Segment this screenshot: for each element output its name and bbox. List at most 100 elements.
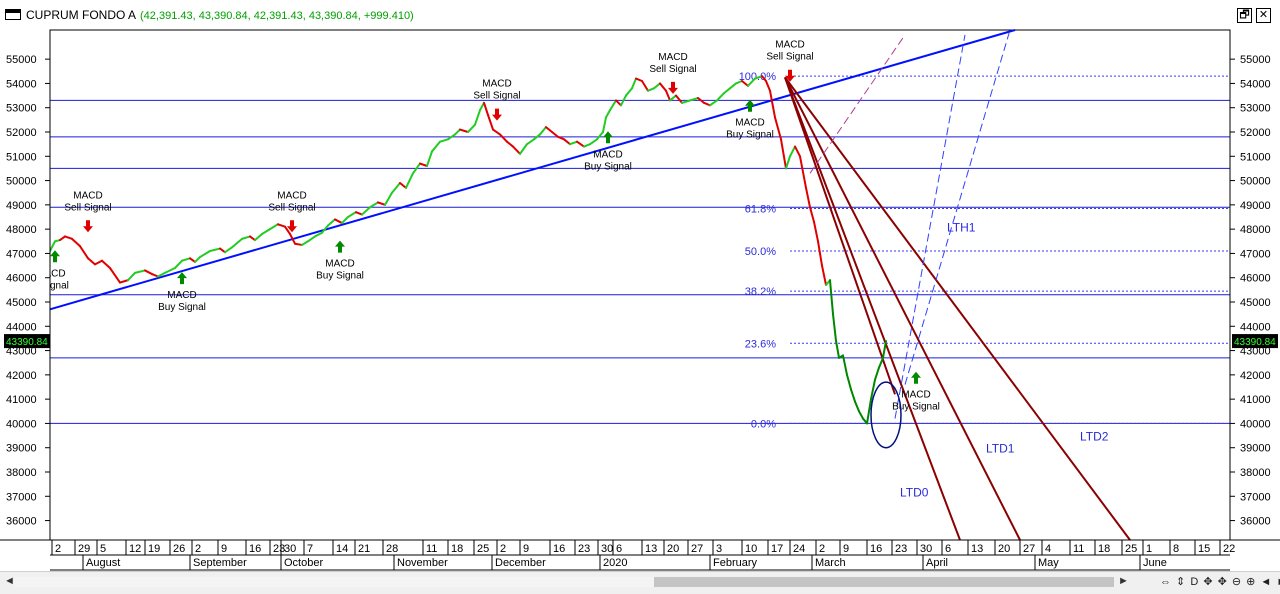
price-segment <box>631 77 637 90</box>
x-tick-label: 12 <box>129 543 141 555</box>
signal-label: Sell Signal <box>64 202 111 213</box>
price-segment <box>709 99 718 107</box>
price-segment <box>119 279 129 284</box>
trend-line <box>784 76 1131 541</box>
price-segment <box>723 87 731 95</box>
price-segment <box>835 339 840 359</box>
y-tick-label-left: 39000 <box>6 443 37 455</box>
price-segment <box>454 128 461 136</box>
x-tick-label: 2 <box>500 543 506 555</box>
price-segment <box>729 82 737 90</box>
price-segment <box>563 138 571 146</box>
x-month-label: September <box>193 557 247 569</box>
horizontal-scrollbar[interactable]: ◄ ► ⇔ ⇕ D ✥ ✥ ⊖ ⊕ ◄ ► <box>0 571 1280 594</box>
signal-label: Buy Signal <box>726 130 774 141</box>
price-segment <box>301 240 309 246</box>
price-segment <box>858 410 864 420</box>
price-segment <box>605 109 611 119</box>
price-segment <box>241 235 251 240</box>
price-segment <box>716 92 725 102</box>
price-segment <box>334 218 343 225</box>
x-tick-label: 19 <box>148 543 160 555</box>
price-segment <box>87 257 96 266</box>
signal-label: Sell Signal <box>473 91 520 102</box>
y-tick-label-left: 54000 <box>6 78 37 90</box>
price-segment <box>526 138 535 146</box>
price-segment <box>576 140 585 148</box>
price-segment <box>589 138 598 146</box>
x-tick-label: 10 <box>745 543 757 555</box>
x-month-label: February <box>713 557 758 569</box>
close-icon[interactable]: ✕ <box>1256 8 1271 23</box>
chart-title-bar: CUPRUM FONDO A (42,391.43, 43,390.84, 42,… <box>0 0 1280 28</box>
scroll-track[interactable] <box>14 577 1114 587</box>
x-tick-label: 25 <box>477 543 489 555</box>
price-segment <box>620 94 627 107</box>
x-tick-label: 30 <box>920 543 932 555</box>
y-tick-label-left: 51000 <box>6 151 37 163</box>
price-segment <box>391 182 401 194</box>
last-price-badge-left <box>4 334 50 349</box>
chart-title-values: (42,391.43, 43,390.84, 42,391.43, 43,390… <box>140 10 414 22</box>
price-segment <box>499 133 508 143</box>
chart-navigation-tools[interactable]: ⇔ ⇕ D ✥ ✥ ⊖ ⊕ ◄ ► <box>1160 576 1280 588</box>
x-tick-label: 18 <box>1098 543 1110 555</box>
plot-area <box>49 29 1231 541</box>
y-tick-label-left: 52000 <box>6 127 37 139</box>
price-segment <box>412 162 421 175</box>
price-segment <box>189 257 196 263</box>
x-tick-label: 20 <box>998 543 1010 555</box>
last-price-label-right: 43390.84 <box>1234 337 1276 348</box>
y-tick-label-left: 53000 <box>6 103 37 115</box>
x-tick-label: 2 <box>55 543 61 555</box>
scroll-left-icon[interactable]: ◄ <box>4 575 15 587</box>
price-segment <box>307 235 316 243</box>
price-segment <box>602 116 607 133</box>
dashed-trend-line <box>894 34 966 419</box>
scroll-thumb[interactable] <box>654 577 1114 587</box>
price-segment <box>703 101 711 107</box>
y-tick-label-left: 36000 <box>6 516 37 528</box>
signal-label: Sell Signal <box>649 64 696 75</box>
y-tick-label-left: 47000 <box>6 248 37 260</box>
y-tick-label-right: 51000 <box>1240 151 1271 163</box>
signal-label: Sell Signal <box>268 202 315 213</box>
price-segment <box>653 82 661 90</box>
price-segment <box>492 128 501 136</box>
price-segment <box>874 366 880 381</box>
price-segment <box>870 378 876 401</box>
price-segment <box>747 77 756 87</box>
price-segment <box>780 138 787 170</box>
price-segment <box>805 186 811 209</box>
signal-label: MACD <box>482 79 511 90</box>
chart-window-icon <box>5 9 21 20</box>
y-tick-label-left: 48000 <box>6 224 37 236</box>
x-tick-label: 6 <box>945 543 951 555</box>
bottom-ellipse-marker <box>870 381 902 449</box>
price-segment <box>151 273 159 278</box>
buy-arrow-icon <box>603 131 613 144</box>
dashed-trend-line <box>904 29 1011 385</box>
price-segment <box>789 145 796 158</box>
y-tick-label-right: 48000 <box>1240 224 1271 236</box>
price-segment <box>347 211 357 218</box>
signal-label: Buy Signal <box>892 402 940 413</box>
signal-label: MACD <box>167 290 196 301</box>
price-segment <box>369 201 379 209</box>
restore-window-icon[interactable]: 🗗 <box>1237 8 1252 23</box>
trend-line-label: LTD2 <box>1080 429 1109 443</box>
scroll-right-icon[interactable]: ► <box>1118 575 1129 587</box>
price-segment <box>799 155 807 189</box>
price-segment <box>219 247 226 254</box>
signal-label: MACD <box>73 190 102 201</box>
y-tick-label-left: 40000 <box>6 418 37 430</box>
price-segment <box>431 140 441 153</box>
price-segment <box>164 267 176 274</box>
fib-level-label: 38.2% <box>745 286 776 298</box>
signal-label: MACD <box>277 190 306 201</box>
y-tick-label-left: 50000 <box>6 176 37 188</box>
price-segment <box>569 140 578 146</box>
y-tick-label-right: 50000 <box>1240 176 1271 188</box>
x-month-label: March <box>815 557 846 569</box>
